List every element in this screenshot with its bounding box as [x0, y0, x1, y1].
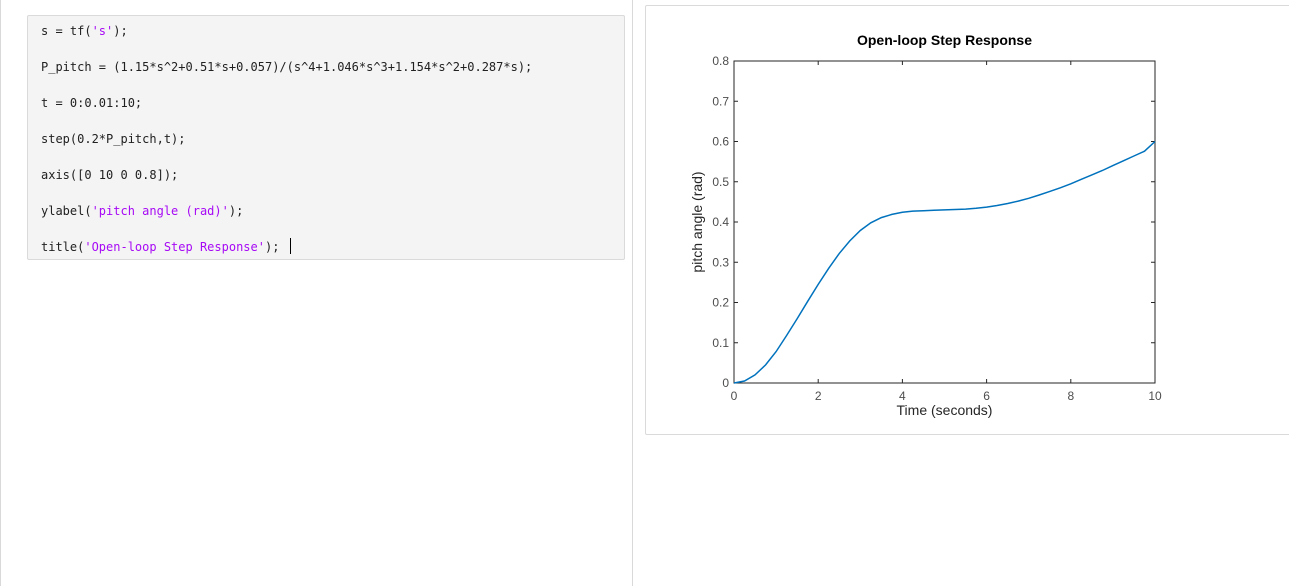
text-cursor [289, 238, 291, 254]
plot-axes-box [733, 60, 1156, 384]
live-script-pane: s = tf('s'); P_pitch = (1.15*s^2+0.51*s+… [0, 0, 633, 586]
code-line[interactable]: step(0.2*P_pitch,t); [41, 132, 186, 146]
code-line[interactable]: ylabel('pitch angle (rad)'); [41, 204, 244, 218]
code-line[interactable]: title('Open-loop Step Response'); [41, 238, 291, 256]
x-tick-label: 2 [815, 389, 822, 403]
figure-output-panel[interactable]: Open-loop Step Response Time (seconds) p… [645, 5, 1289, 435]
y-tick-label: 0.6 [712, 135, 729, 149]
code-line[interactable]: P_pitch = (1.15*s^2+0.51*s+0.057)/(s^4+1… [41, 60, 533, 74]
step-response-line [733, 140, 1156, 384]
step-response-chart: Open-loop Step Response Time (seconds) p… [689, 32, 1162, 418]
x-tick-label: 0 [731, 389, 738, 403]
y-tick-label: 0.3 [712, 255, 729, 269]
y-tick-label: 0.8 [712, 54, 729, 68]
y-tick-label: 0.2 [712, 296, 729, 310]
chart-title: Open-loop Step Response [857, 32, 1032, 48]
code-line[interactable]: t = 0:0.01:10; [41, 96, 143, 110]
x-tick-label: 4 [899, 389, 906, 403]
y-tick-label: 0.4 [712, 215, 729, 229]
y-tick-label: 0.1 [712, 336, 729, 350]
code-editor[interactable]: s = tf('s'); P_pitch = (1.15*s^2+0.51*s+… [27, 15, 625, 260]
x-tick-label: 10 [1148, 389, 1162, 403]
x-axis-label: Time (seconds) [897, 402, 993, 418]
x-tick-label: 6 [983, 389, 990, 403]
y-tick-label: 0 [722, 376, 729, 390]
y-tick-label: 0.5 [712, 175, 729, 189]
code-line[interactable]: s = tf('s'); [41, 24, 128, 38]
code-line[interactable]: axis([0 10 0 0.8]); [41, 168, 179, 182]
y-axis-label: pitch angle (rad) [689, 171, 705, 272]
x-tick-label: 8 [1067, 389, 1074, 403]
y-tick-label: 0.7 [712, 94, 729, 108]
